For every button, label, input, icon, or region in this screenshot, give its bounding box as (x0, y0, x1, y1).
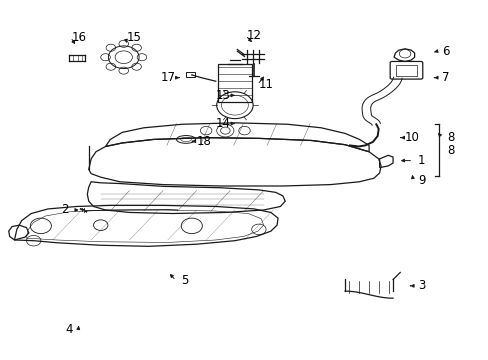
Text: 8: 8 (446, 144, 453, 157)
Text: 5: 5 (181, 274, 188, 287)
Text: 1: 1 (417, 154, 425, 167)
Text: 7: 7 (441, 71, 448, 84)
Text: 9: 9 (417, 174, 425, 186)
Text: 13: 13 (215, 89, 230, 102)
Text: 17: 17 (160, 71, 175, 84)
Text: 2: 2 (61, 203, 68, 216)
Text: 14: 14 (215, 117, 230, 130)
Text: 12: 12 (246, 29, 261, 42)
Text: 4: 4 (66, 323, 73, 337)
Text: 3: 3 (417, 279, 425, 292)
Text: 6: 6 (441, 45, 448, 58)
Text: 16: 16 (72, 31, 86, 44)
Text: 8: 8 (446, 131, 453, 144)
Text: 18: 18 (196, 135, 211, 148)
Text: 10: 10 (404, 131, 419, 144)
Text: 11: 11 (258, 78, 273, 91)
Text: 15: 15 (126, 31, 142, 44)
